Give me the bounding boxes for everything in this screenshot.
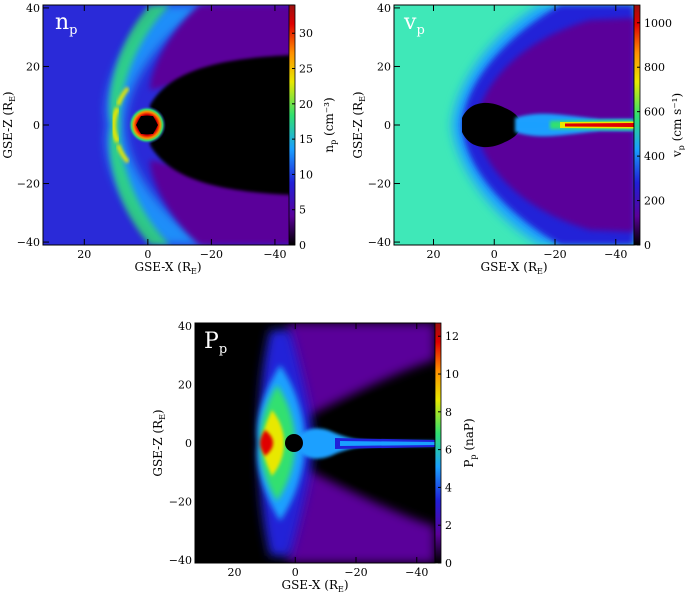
vp-y-axis-label: GSE-Z (RE)	[351, 91, 367, 158]
y-tick-label: 0	[185, 437, 192, 450]
y-tick-label: 20	[26, 60, 40, 73]
y-tick-label: −20	[169, 496, 192, 509]
np-colorbar	[288, 4, 296, 246]
np-heatmap	[43, 5, 294, 245]
x-tick-label: 0	[144, 248, 151, 261]
colorbar-tick-label: 20	[299, 98, 313, 111]
y-tick-label: 0	[33, 119, 40, 132]
colorbar-tick-label: 400	[644, 150, 665, 163]
vp-heatmap	[394, 5, 634, 245]
vp-x-tick-labels: 20 0 −20 −40	[426, 5, 627, 261]
y-tick-label: 20	[178, 378, 192, 391]
np-colorbar-tick-labels: 0 5 10 15 20 25 30	[292, 27, 313, 252]
colorbar-tick-label: 5	[299, 204, 306, 217]
colorbar-tick-label: 600	[644, 106, 665, 119]
vp-colorbar	[633, 4, 641, 246]
y-tick-label: −40	[368, 236, 391, 249]
y-tick-label: −20	[368, 178, 391, 191]
colorbar-tick-label: 4	[445, 481, 452, 494]
np-y-axis-label: GSE-Z (RE)	[1, 91, 17, 158]
pp-y-tick-labels: 40 20 0 −20 −40	[169, 320, 201, 567]
colorbar-tick-label: 30	[299, 27, 313, 40]
x-tick-label: 20	[77, 248, 91, 261]
y-tick-label: −20	[17, 178, 40, 191]
np-y-tick-labels: 40 20 0 −20 −40	[17, 2, 49, 249]
np-panel-title: np	[55, 10, 78, 38]
colorbar-tick-label: 10	[445, 368, 459, 381]
x-tick-label: −20	[543, 248, 566, 261]
colorbar-tick-label: 0	[644, 239, 651, 252]
colorbar-tick-label: 0	[299, 239, 306, 252]
x-tick-label: −40	[263, 248, 286, 261]
vp-x-axis-label: GSE-X (RE)	[480, 260, 547, 276]
pp-x-axis-label: GSE-X (RE)	[281, 578, 348, 594]
colorbar-tick-label: 200	[644, 195, 665, 208]
vp-colorbar-tick-labels: 0 200 400 600 800 1000	[637, 17, 672, 252]
colorbar-tick-label: 25	[299, 63, 313, 76]
x-tick-label: 20	[227, 566, 241, 579]
pp-panel-title: Pp	[204, 329, 227, 357]
colorbar-tick-label: 0	[445, 557, 452, 570]
pp-heatmap	[195, 323, 435, 563]
x-tick-label: −20	[344, 566, 367, 579]
x-tick-label: 0	[292, 566, 299, 579]
pp-colorbar	[434, 322, 442, 564]
x-tick-label: 0	[491, 248, 498, 261]
x-tick-label: −40	[405, 566, 428, 579]
y-tick-label: 40	[377, 2, 391, 15]
colorbar-tick-label: 800	[644, 61, 665, 74]
pp-x-tick-labels: 20 0 −20 −40	[227, 323, 428, 579]
colorbar-tick-label: 10	[299, 168, 313, 181]
np-colorbar-label: np (cm⁻³)	[322, 97, 338, 152]
y-tick-label: 40	[178, 320, 192, 333]
colorbar-tick-label: 1000	[644, 17, 672, 30]
vp-colorbar-label: vp (cm s⁻¹)	[670, 93, 685, 158]
y-tick-label: −40	[17, 236, 40, 249]
y-tick-label: 40	[26, 2, 40, 15]
y-tick-label: 20	[377, 60, 391, 73]
colorbar-tick-label: 8	[445, 406, 452, 419]
pp-colorbar-label: Pp (naP)	[462, 418, 478, 467]
x-tick-label: −20	[200, 248, 223, 261]
colorbar-tick-label: 6	[445, 444, 452, 457]
vp-y-tick-labels: 40 20 0 −20 −40	[368, 2, 400, 249]
x-tick-label: −40	[604, 248, 627, 261]
colorbar-tick-label: 15	[299, 133, 313, 146]
np-x-tick-labels: 20 0 −20 −40	[77, 5, 287, 261]
pp-colorbar-tick-labels: 0 2 4 6 8 10 12	[438, 330, 459, 570]
x-tick-label: 20	[426, 248, 440, 261]
np-x-axis-label: GSE-X (RE)	[134, 260, 201, 276]
colorbar-tick-label: 2	[445, 519, 452, 532]
y-tick-label: −40	[169, 554, 192, 567]
pp-y-axis-label: GSE-Z (RE)	[151, 409, 167, 476]
panel-proton-density: np 20 0 −20 −40 40 20 0 −20 −40 GSE-X (RE) GSE-…	[1, 2, 338, 276]
colorbar-tick-label: 12	[445, 330, 459, 343]
y-tick-label: 0	[384, 119, 391, 132]
vp-panel-title: vp	[403, 10, 425, 38]
